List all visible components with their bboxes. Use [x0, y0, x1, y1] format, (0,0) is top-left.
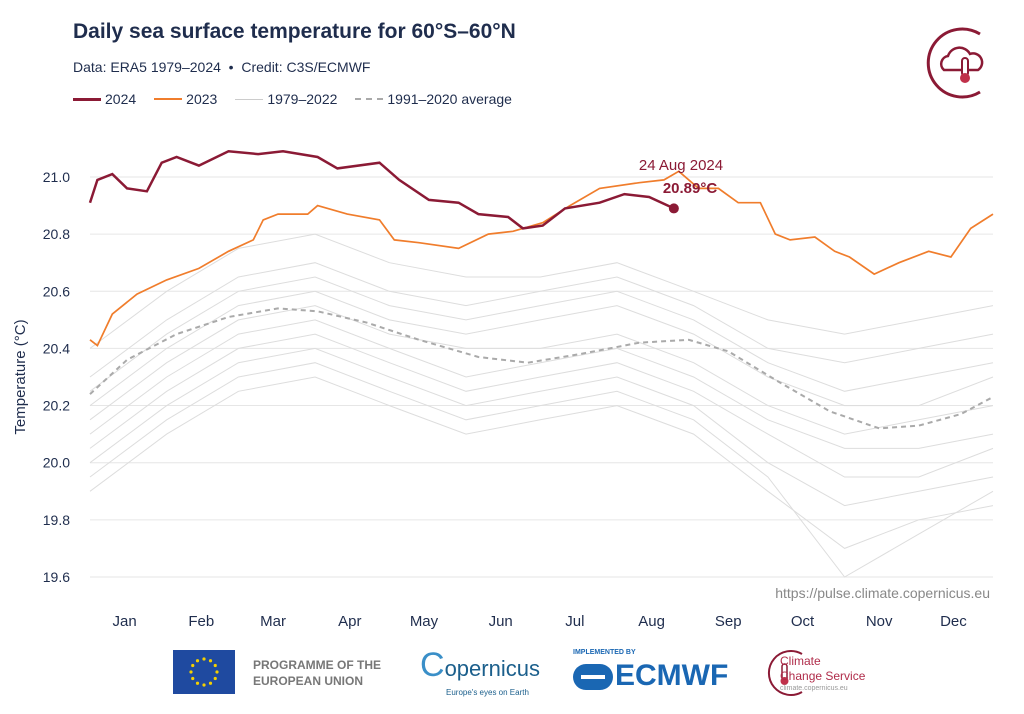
y-tick-label: 20.2 — [43, 398, 70, 414]
background-year-line — [89, 290, 994, 407]
legend-swatch — [355, 98, 384, 100]
annotation-value: 20.89°C — [663, 180, 718, 197]
background-year-line — [89, 305, 994, 435]
x-tick-label: Jan — [113, 613, 137, 630]
footer-logos: PROGRAMME OF THE EUROPEAN UNION Copernic… — [0, 640, 1024, 714]
x-tick-label: Aug — [638, 613, 665, 630]
legend-item-average: 1991–2020 average — [355, 91, 512, 107]
eu-star — [191, 663, 195, 668]
y-tick-label: 20.8 — [43, 226, 70, 242]
eu-programme-text: PROGRAMME OF THE EUROPEAN UNION — [253, 658, 381, 688]
copernicus-tagline: Europe's eyes on Earth — [446, 688, 529, 697]
legend-label: 2024 — [105, 91, 137, 107]
chart-title: Daily sea surface temperature for 60°S–6… — [73, 20, 516, 43]
copernicus-logo: Copernicus — [420, 648, 540, 684]
source-url[interactable]: https://pulse.climate.copernicus.eu — [775, 585, 990, 601]
eu-star — [195, 681, 200, 685]
eu-star — [191, 676, 195, 681]
x-tick-label: Feb — [188, 613, 214, 630]
background-year-line — [89, 347, 994, 507]
y-axis-label: Temperature (°C) — [12, 319, 29, 434]
legend-item-1979-2022: 1979–2022 — [235, 91, 337, 107]
legend-label: 2023 — [186, 91, 218, 107]
c3s-line1: Climate — [780, 654, 821, 668]
x-tick-label: Oct — [791, 613, 815, 630]
eu-star — [215, 670, 219, 674]
eu-star — [189, 670, 193, 674]
x-tick-label: Sep — [715, 613, 742, 630]
background-year-line — [89, 233, 994, 349]
legend-label: 1991–2020 average — [387, 91, 512, 107]
series-line-2024 — [88, 150, 675, 230]
eu-star — [213, 663, 217, 668]
c3s-logo-icon — [926, 27, 984, 99]
legend-item-2023: 2023 — [154, 91, 217, 107]
c3s-small-logo-icon — [767, 650, 803, 696]
ecmwf-wordmark: ECMWF — [615, 659, 729, 692]
legend-label: 1979–2022 — [267, 91, 338, 107]
y-tick-label: 19.6 — [43, 569, 70, 585]
background-year-line — [89, 319, 994, 449]
chart-subtitle: Data: ERA5 1979–2024 • Credit: C3S/ECMWF — [73, 59, 371, 75]
annotation-date: 24 Aug 2024 — [639, 157, 723, 174]
copernicus-c: C — [420, 646, 445, 684]
implemented-by: IMPLEMENTED BY — [573, 649, 636, 656]
x-tick-label: Nov — [866, 613, 893, 630]
series-line-1991-2020-average — [89, 307, 994, 430]
eu-star — [208, 681, 213, 685]
y-tick-label: 19.8 — [43, 512, 70, 528]
background-year-line — [89, 362, 994, 578]
legend-swatch — [235, 98, 264, 100]
x-tick-label: Dec — [940, 613, 967, 630]
c3s-url: climate.copernicus.eu — [780, 685, 848, 692]
legend: 2024 2023 1979–2022 1991–2020 average — [73, 91, 522, 107]
background-year-line — [89, 376, 994, 549]
eu-star — [202, 683, 206, 687]
x-tick-label: Jun — [489, 613, 513, 630]
ecmwf-symbol-icon — [573, 664, 613, 690]
x-tick-label: Apr — [338, 613, 361, 630]
eu-star — [208, 659, 213, 663]
x-tick-label: Mar — [260, 613, 286, 630]
eu-star — [195, 659, 200, 663]
legend-swatch — [154, 98, 183, 100]
x-tick-label: May — [410, 613, 439, 630]
copernicus-wordmark: opernicus — [444, 656, 540, 681]
background-year-line — [89, 262, 994, 378]
y-tick-label: 20.0 — [43, 455, 70, 471]
c3s-line2: Change Service — [780, 669, 866, 683]
eu-star — [202, 657, 206, 661]
eu-flag-icon — [173, 650, 235, 694]
x-tick-label: Jul — [565, 613, 584, 630]
y-tick-label: 21.0 — [43, 169, 70, 185]
y-tick-label: 20.6 — [43, 283, 70, 299]
latest-point-marker — [668, 203, 679, 214]
legend-swatch — [73, 97, 101, 101]
chart-area: Temperature (°C) 21.0 20.8 20.6 20.4 20.2 20.… — [12, 150, 994, 630]
legend-item-2024: 2024 — [73, 91, 136, 107]
eu-star — [213, 676, 217, 681]
y-tick-label: 20.4 — [43, 340, 70, 356]
background-year-line — [89, 333, 994, 478]
background-year-line — [89, 276, 994, 392]
